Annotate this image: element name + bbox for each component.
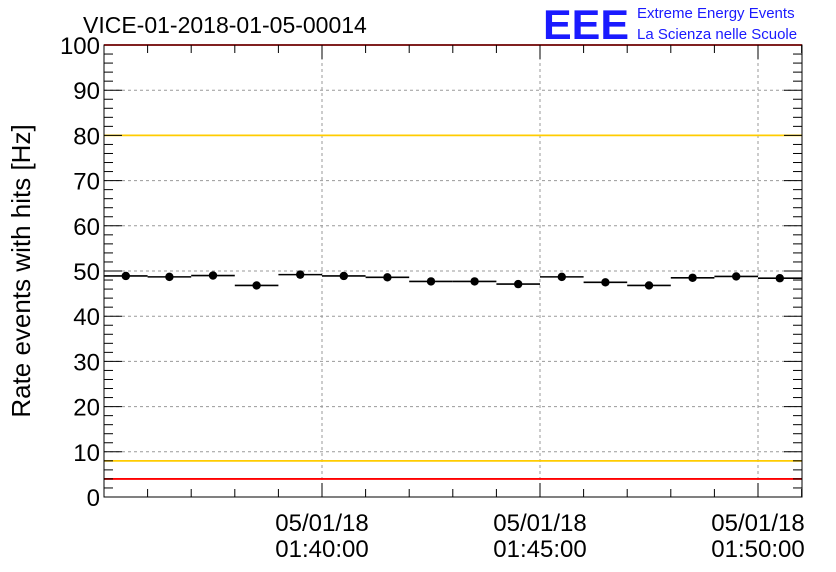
y-tick-label: 0 [87,485,100,512]
eee-logo: EEE Extreme Energy Events La Scienza nel… [543,1,797,48]
y-axis-label: Rate events with hits [Hz] [6,124,36,417]
data-point [121,271,130,281]
x-tick-time: 01:50:00 [711,536,804,563]
data-point [644,281,654,290]
y-tick-label: 90 [73,78,100,105]
x-tick-date: 05/01/18 [711,510,804,537]
y-tick-labels: 0 10 20 30 40 50 60 70 80 90 100 [60,33,100,512]
data-point [165,272,174,282]
data-point [557,272,566,282]
y-tick-label: 100 [60,33,100,60]
x-tick-labels: 05/01/1801:40:0005/01/1801:45:0005/01/18… [275,510,804,563]
run-title: VICE-01-2018-01-05-00014 [83,12,367,38]
data-point [470,277,479,286]
data-point [383,273,392,282]
data-point [252,281,261,290]
axis-ticks [103,44,803,498]
grid [104,45,802,497]
y-tick-label: 20 [73,395,100,422]
data-points [104,270,802,290]
data-point [775,274,784,283]
eee-logo-letters: EEE [543,1,629,48]
data-point [339,271,348,281]
y-tick-label: 10 [73,440,100,467]
reference-lines [104,44,802,480]
x-tick-date: 05/01/18 [493,510,586,537]
x-tick-date: 05/01/18 [275,510,368,537]
data-point [688,273,697,282]
y-tick-label: 60 [73,214,100,241]
x-tick-time: 01:40:00 [275,536,368,563]
y-tick-label: 70 [73,169,100,196]
logo-line-1: Extreme Energy Events [637,5,795,22]
data-point [601,278,610,287]
data-point [514,279,523,289]
data-point [426,277,436,286]
y-tick-label: 80 [73,123,100,150]
data-point [208,271,218,280]
logo-line-2: La Scienza nelle Scuole [637,26,797,43]
y-tick-label: 30 [73,349,100,376]
y-tick-label: 40 [73,304,100,331]
data-point [296,270,305,279]
y-tick-label: 50 [73,259,100,286]
x-tick-time: 01:45:00 [493,536,586,563]
data-point [732,272,741,281]
